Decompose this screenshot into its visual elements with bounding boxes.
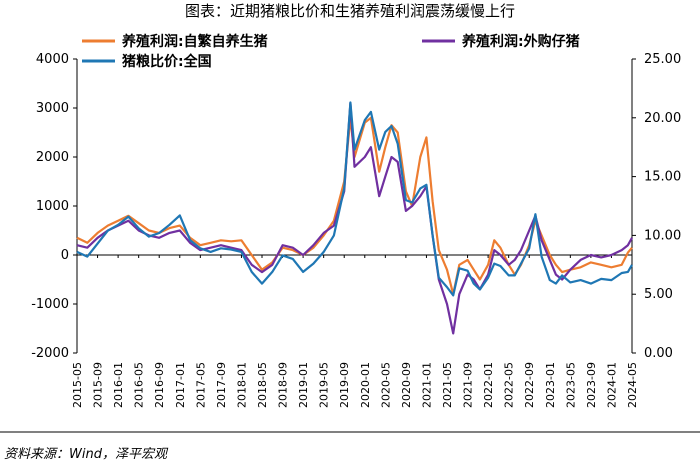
x-tick-label: 2016-01 xyxy=(112,362,125,408)
y-left-tick-label: 3000 xyxy=(36,101,69,116)
source-note: 资料来源：Wind，泽平宏观 xyxy=(4,446,169,462)
x-tick-label: 2022-05 xyxy=(503,362,516,408)
x-tick-label: 2023-05 xyxy=(564,362,577,408)
x-tick-label: 2019-05 xyxy=(318,362,331,408)
y-left-tick-label: 0 xyxy=(61,248,69,263)
y-right-tick-label: 25.00 xyxy=(644,52,681,67)
x-tick-label: 2017-05 xyxy=(194,362,207,408)
x-tick-label: 2021-01 xyxy=(420,362,433,408)
y-left-tick-label: 1000 xyxy=(36,199,69,214)
legend-label-2: 猪粮比价:全国 xyxy=(121,53,212,70)
y-right-tick-label: 15.00 xyxy=(644,170,681,185)
x-tick-label: 2024-01 xyxy=(605,362,618,408)
series-line-1 xyxy=(76,102,633,335)
y-left-tick-label: 4000 xyxy=(36,52,69,67)
x-tick-label: 2023-01 xyxy=(544,362,557,408)
y-right-tick-label: 10.00 xyxy=(644,228,681,243)
chart-title: 图表：近期猪粮比价和生猪养殖利润震荡缓慢上行 xyxy=(185,2,515,20)
axes: -2000 -1000 0 1000 2000 3000 4000 0.00 5.00 10.00… xyxy=(31,52,681,408)
series-line-2 xyxy=(76,101,633,297)
y-left-tick-label: -1000 xyxy=(31,297,69,312)
x-tick-label: 2015-09 xyxy=(92,362,105,408)
x-tick-label: 2022-01 xyxy=(482,362,495,408)
x-tick-label: 2019-01 xyxy=(297,362,310,408)
x-tick-label: 2017-09 xyxy=(215,362,228,408)
x-tick-label: 2016-05 xyxy=(133,362,146,408)
x-tick-label: 2020-05 xyxy=(379,362,392,408)
x-tick-label: 2018-05 xyxy=(256,362,269,408)
y-right-tick-label: 20.00 xyxy=(644,111,681,126)
y-left-tick-label: 2000 xyxy=(36,150,69,165)
legend-label-0: 养殖利润:自繁自养生猪 xyxy=(121,33,268,50)
x-tick-label: 2022-09 xyxy=(523,362,536,408)
x-tick-label: 2018-01 xyxy=(235,362,248,408)
x-tick-label: 2020-01 xyxy=(359,362,372,408)
x-tick-label: 2021-05 xyxy=(441,362,454,408)
x-tick-label: 2018-09 xyxy=(277,362,290,408)
y-right-tick-label: 5.00 xyxy=(644,287,673,302)
x-tick-label: 2024-05 xyxy=(626,362,639,408)
x-tick-label: 2023-09 xyxy=(585,362,598,408)
x-tick-label: 2020-09 xyxy=(400,362,413,408)
x-tick-label: 2015-05 xyxy=(71,362,84,408)
legend-label-1: 养殖利润:外购仔猪 xyxy=(461,33,580,50)
x-tick-label: 2019-09 xyxy=(338,362,351,408)
y-left-tick-label: -2000 xyxy=(31,346,69,361)
y-right-tick-label: 0.00 xyxy=(644,346,673,361)
series-lines xyxy=(76,101,633,335)
x-tick-label: 2021-09 xyxy=(462,362,475,408)
x-tick-label: 2016-09 xyxy=(153,362,166,408)
x-tick-label: 2017-01 xyxy=(174,362,187,408)
